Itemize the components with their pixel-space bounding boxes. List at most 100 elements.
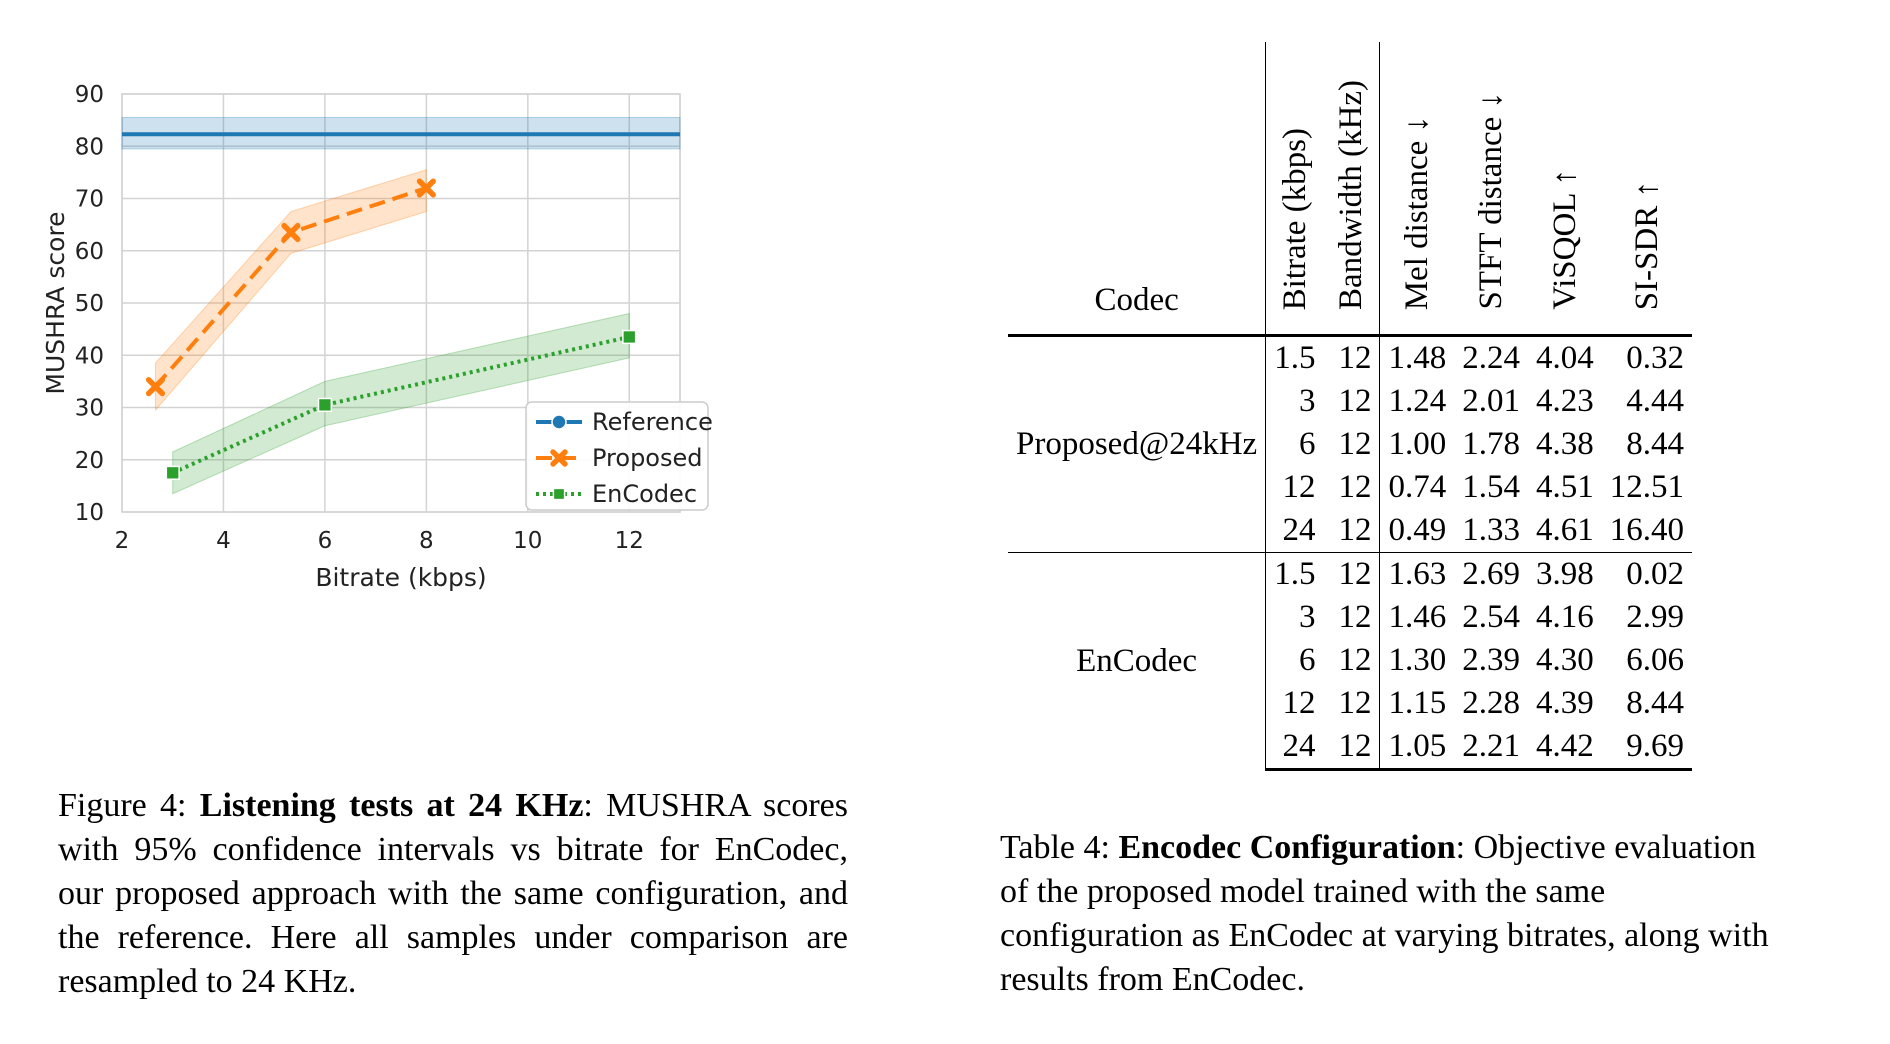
cell-mel-distance: 0.74: [1379, 466, 1455, 509]
cell-mel-distance: 0.49: [1379, 509, 1455, 553]
header-codec: Codec: [1094, 282, 1179, 318]
x-tick-label: 10: [513, 528, 542, 554]
table-row: 24 12 1.05 2.21 4.42 9.69: [1008, 725, 1692, 771]
header-si-sdr: SI-SDR ↑: [1628, 180, 1665, 310]
cell-mel-distance: 1.30: [1379, 639, 1455, 682]
table-header-row: Codec Bitrate (kbps) Bandwidth (kHz) Mel…: [1008, 42, 1692, 336]
cell-visqol: 4.42: [1527, 725, 1602, 771]
cell-mel-distance: 1.00: [1379, 423, 1455, 466]
legend-box: [525, 401, 709, 511]
cell-bitrate: 3: [1265, 596, 1324, 639]
cell-stft-distance: 1.78: [1462, 426, 1520, 462]
cell-stft-distance: 2.69: [1454, 552, 1528, 596]
cell-visqol: 4.51: [1535, 469, 1594, 505]
ci-band-proposed: [154, 169, 427, 412]
cell-mel-distance: 1.48: [1379, 334, 1455, 380]
x-tick-label: 4: [216, 528, 231, 554]
cell-bandwidth: 12: [1338, 685, 1372, 721]
y-tick-label: 30: [75, 396, 104, 422]
cell-stft-distance: 1.54: [1462, 469, 1520, 505]
cell-si-sdr: 0.02: [1601, 552, 1692, 596]
table-row: 12 12 1.15 2.28 4.39 8.44: [1008, 682, 1692, 725]
cell-visqol: 3.98: [1527, 552, 1602, 596]
table-row: 24 12 0.49 1.33 4.61 16.40: [1008, 509, 1692, 553]
table-caption-title: Encodec Configuration: [1118, 829, 1456, 866]
series-markers: [145, 178, 637, 480]
cell-bitrate: 12: [1265, 682, 1324, 725]
table-row: 12 12 0.74 1.54 4.51 12.51: [1008, 466, 1692, 509]
cell-bandwidth: 12: [1338, 383, 1372, 419]
x-tick-label: 12: [615, 528, 644, 554]
cell-visqol: 4.16: [1535, 599, 1594, 635]
table-row: 6 12 1.30 2.39 4.30 6.06: [1008, 639, 1692, 682]
legend-marker-reference: [551, 414, 567, 430]
results-table: Codec Bitrate (kbps) Bandwidth (kHz) Mel…: [1008, 42, 1692, 771]
cell-mel-distance: 1.15: [1379, 682, 1455, 725]
cell-stft-distance: 2.24: [1454, 334, 1528, 380]
table-caption: Table 4: Encodec Configuration: Objectiv…: [1000, 826, 1790, 1002]
legend-marker-encodec: [552, 487, 566, 501]
cell-stft-distance: 2.01: [1462, 383, 1520, 419]
x-axis-label: Bitrate (kbps): [315, 563, 486, 592]
cell-si-sdr: 4.44: [1626, 383, 1684, 419]
table-row: Proposed@24kHz 1.5 12 1.48 2.24 4.04 0.32: [1008, 334, 1692, 553]
y-tick-label: 40: [75, 343, 104, 369]
y-tick-label: 60: [75, 239, 104, 265]
legend-marker-proposed: [550, 449, 568, 467]
cell-bitrate: 1.5: [1265, 552, 1324, 596]
data-point-encodec: [622, 329, 637, 345]
cell-bitrate: 3: [1265, 380, 1324, 423]
legend-label-proposed: Proposed: [592, 444, 703, 472]
cell-si-sdr: 0.32: [1601, 334, 1692, 380]
cell-visqol: 4.61: [1535, 512, 1594, 548]
header-stft-distance: STFT distance ↓: [1473, 92, 1510, 310]
header-bitrate: Bitrate (kbps): [1276, 127, 1313, 310]
legend-label-reference: Reference: [592, 408, 713, 436]
cell-stft-distance: 2.54: [1462, 599, 1520, 635]
header-mel-distance: Mel distance ↓: [1399, 115, 1436, 310]
data-point-encodec: [165, 465, 180, 480]
table-row: 6 12 1.00 1.78 4.38 8.44: [1008, 423, 1692, 466]
cell-bitrate: 24: [1265, 725, 1324, 771]
cell-bitrate: 24: [1265, 509, 1324, 553]
y-tick-label: 10: [75, 500, 104, 526]
cell-mel-distance: 1.05: [1379, 725, 1455, 771]
cell-si-sdr: 9.69: [1601, 725, 1692, 771]
cell-bandwidth: 12: [1323, 334, 1380, 380]
cell-visqol: 4.39: [1535, 685, 1594, 721]
cell-bandwidth: 12: [1323, 725, 1380, 771]
figure-caption-title: Listening tests at 24 KHz: [199, 787, 584, 824]
cell-mel-distance: 1.63: [1379, 552, 1455, 596]
cell-bandwidth: 12: [1338, 599, 1372, 635]
table-row: 3 12 1.24 2.01 4.23 4.44: [1008, 380, 1692, 423]
ci-band-encodec: [172, 312, 630, 495]
figure-4-chart: 2 4 6 8 10 12 10 20 30 40 50 60 70 80 90 Bitrate (kbps…: [40, 80, 860, 720]
cell-visqol: 4.23: [1535, 383, 1594, 419]
grid: [121, 93, 681, 513]
cell-si-sdr: 2.99: [1626, 599, 1684, 635]
cell-mel-distance: 1.24: [1379, 380, 1455, 423]
y-tick-label: 80: [75, 134, 104, 160]
legend: Reference Proposed EnCodec: [525, 401, 713, 511]
cell-mel-distance: 1.46: [1379, 596, 1455, 639]
data-point-encodec: [317, 397, 333, 413]
header-bandwidth: Bandwidth (kHz): [1333, 79, 1370, 310]
table-row: EnCodec 1.5 12 1.63 2.69 3.98 0.02: [1008, 552, 1692, 770]
y-axis-label: MUSHRA score: [41, 211, 70, 394]
y-tick-label: 90: [75, 82, 104, 108]
table-body: Proposed@24kHz 1.5 12 1.48 2.24 4.04 0.32 3 12 1.…: [1008, 334, 1692, 771]
mushra-line-chart: 2 4 6 8 10 12 10 20 30 40 50 60 70 80 90 Bitrate (kbps…: [41, 82, 713, 592]
header-visqol: ViSQOL ↑: [1546, 169, 1583, 310]
cell-si-sdr: 6.06: [1626, 642, 1684, 678]
legend-label-encodec: EnCodec: [592, 480, 697, 508]
codec-name: Proposed@24kHz: [1008, 334, 1266, 553]
cell-bitrate: 6: [1265, 639, 1324, 682]
tick-labels: 2 4 6 8 10 12 10 20 30 40 50 60 70 80 90: [75, 82, 644, 554]
figure-caption: Figure 4: Listening tests at 24 KHz: MUS…: [58, 784, 848, 1004]
cell-si-sdr: 8.44: [1626, 426, 1684, 462]
cell-si-sdr: 8.44: [1626, 685, 1684, 721]
cell-visqol: 4.30: [1535, 642, 1594, 678]
cell-bandwidth: 12: [1338, 469, 1372, 505]
table-row: 3 12 1.46 2.54 4.16 2.99: [1008, 596, 1692, 639]
y-tick-label: 50: [75, 291, 104, 317]
